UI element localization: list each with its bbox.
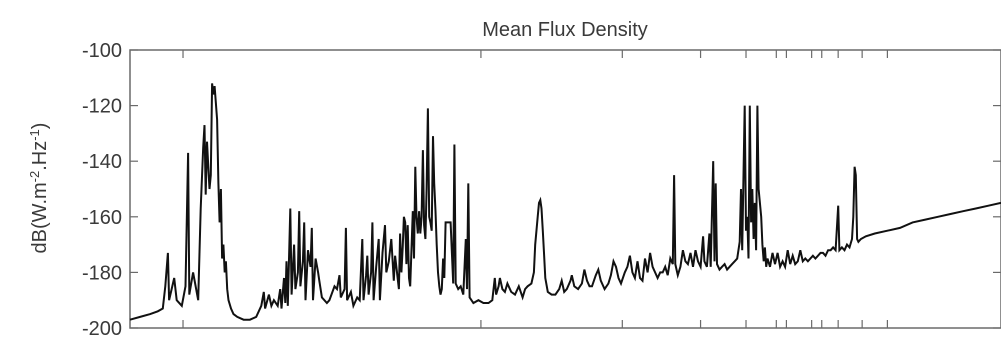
x-axis-ticks bbox=[182, 50, 888, 328]
chart-title: Mean Flux Density bbox=[482, 19, 648, 41]
series-group bbox=[129, 83, 1001, 321]
y-tick-label: -120 bbox=[82, 96, 122, 118]
y-tick-label: -180 bbox=[82, 262, 122, 284]
y-tick-label: -160 bbox=[82, 207, 122, 229]
y-tick-label: -200 bbox=[82, 318, 122, 340]
series-line bbox=[129, 83, 1001, 321]
y-axis-label: dB(W.m-2.Hz-1) bbox=[27, 123, 52, 254]
y-tick-label: -140 bbox=[82, 151, 122, 173]
plot-area-frame bbox=[129, 49, 1001, 329]
y-axis-ticks: -100 -120 -140 -160 -180 -200 bbox=[82, 40, 1001, 340]
y-tick-label: -100 bbox=[82, 40, 122, 62]
svg-text:dB(W.m-2.Hz-1): dB(W.m-2.Hz-1) bbox=[27, 123, 52, 254]
